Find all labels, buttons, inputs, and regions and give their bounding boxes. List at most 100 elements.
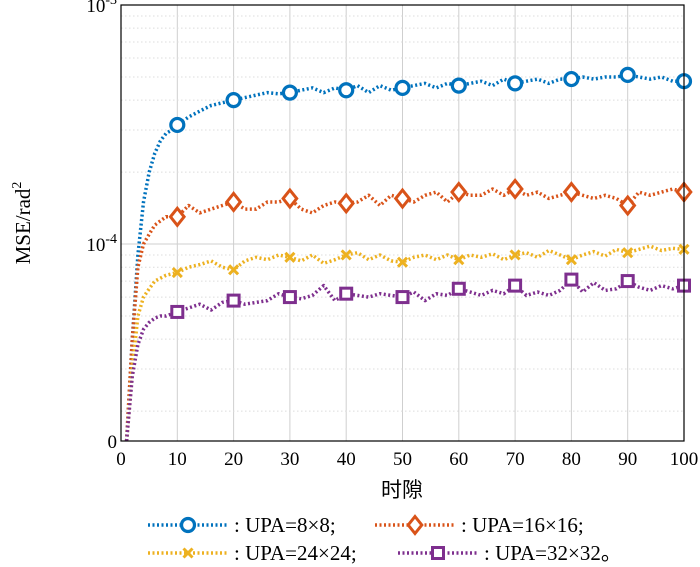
series-4-marker [508,278,523,293]
x-tick-label: 0 [116,449,126,470]
series-2-marker [168,205,187,228]
x-tick-label: 70 [506,449,525,470]
plot-frame [120,4,685,442]
legend-marker-shape [179,516,197,534]
series-2-marker [281,187,299,210]
y-axis-label-superscript: 2 [10,182,25,189]
grid-lines [121,5,684,441]
series-1-marker [338,82,355,99]
series-4-marker [282,290,297,305]
series-1-marker-shape [281,84,298,101]
y-tick-label: 10-3 [86,0,117,17]
legend-item-4: : UPA=32×32。 [398,541,622,565]
series-4-marker-shape [451,281,466,296]
series-3-marker-stroke-b [228,264,240,276]
series-3-marker-stroke-b [340,249,352,261]
series-1-marker [225,92,242,109]
x-axis-label: 时隙 [381,478,423,502]
y-axis-label-text: MSE/rad [11,188,35,264]
legend-item-3: : UPA=24×24; [148,541,357,565]
legend-label: : UPA=8×8; [234,513,336,537]
x-tick-label: 90 [618,449,637,470]
series-4-marker-shape [564,272,579,287]
series-4-marker-shape [226,293,241,308]
legend-marker-shape [431,546,445,560]
legend-marker [179,516,197,534]
series-1-marker [619,66,636,84]
legend-label: : UPA=32×32。 [484,541,622,565]
x-tick-label: 100 [670,449,699,470]
series-4-marker [339,286,354,301]
series-4-marker [564,272,579,287]
series-3-marker-stroke-b [622,247,634,259]
series-2-marker [618,194,637,217]
series-3 [124,243,690,442]
y-tick-label: 0 [108,432,118,453]
series-1-marker [281,84,298,101]
legend-label: : UPA=24×24; [234,541,357,565]
series-1-marker-shape [338,82,355,99]
series-1-marker [506,75,524,92]
legend-marker [182,547,194,559]
y-tick-base: 10 [86,235,105,256]
legend-marker-shape [406,514,424,536]
series-1-marker-shape [394,79,411,96]
x-tick-label: 80 [562,449,581,470]
series-4-marker [226,293,241,308]
series-1-marker-shape [169,116,186,134]
series-2-marker [393,187,412,210]
x-tick-label: 40 [337,449,356,470]
series-4 [124,272,691,442]
series-line-1 [124,73,684,442]
series-3-marker [509,249,521,261]
y-tick-labels: 10-310-40 [86,0,117,453]
series-4-marker-shape [508,278,523,293]
y-axis-label: MSE/rad2 [10,182,35,265]
y-tick-label: 10-4 [86,232,117,256]
series-line-2 [124,187,685,442]
series-1-marker [450,77,467,94]
series-2-marker-shape [562,181,581,203]
series-1-marker [563,70,580,88]
series-2-marker-shape [393,187,412,210]
series-2-marker-shape [618,194,637,217]
legend-marker-stroke-b [182,547,194,559]
series-3-marker [340,249,352,261]
series-2-marker-shape [450,181,468,203]
series-2-marker-shape [337,192,355,215]
series-2-marker-shape [506,178,524,200]
legend-item-2: : UPA=16×16; [375,513,584,537]
series-1-marker-shape [619,66,636,84]
series-2-marker [562,181,581,203]
series-3-marker-stroke-b [284,251,296,263]
legend-label: : UPA=16×16; [461,513,584,537]
legend-item-1: : UPA=8×8; [148,513,336,537]
series-1-marker-shape [506,75,524,92]
series-4-marker [620,274,635,289]
y-tick-base: 0 [108,432,118,453]
series-4-marker [170,304,185,319]
y-tick-exponent: -3 [105,0,117,8]
y-tick-exponent: -4 [105,232,117,247]
x-tick-label: 30 [280,449,299,470]
series-2-marker-shape [168,205,187,228]
series-3-marker-stroke-b [453,254,465,266]
x-tick-label: 50 [393,449,412,470]
series-3-marker-stroke-b [509,249,521,261]
series-3-marker [284,251,296,263]
series-2-marker [224,191,243,213]
x-tick-labels: 0 10 20 30 40 50 60 70 80 90 100 [116,449,698,470]
series-4-marker-shape [395,290,410,305]
series-1-marker-shape [450,77,467,94]
series-2-marker-shape [224,191,243,213]
series-4-marker-shape [170,304,185,319]
x-tick-label: 20 [224,449,243,470]
legend: : UPA=8×8; : UPA=16×16; : UPA=24×24; : UPA=… [148,513,622,565]
series-4-marker [395,290,410,305]
series-1-marker-shape [563,70,580,88]
series-2 [124,178,693,442]
series-1-marker [394,79,411,96]
series-2-marker [450,181,468,203]
series-2-marker [506,178,524,200]
